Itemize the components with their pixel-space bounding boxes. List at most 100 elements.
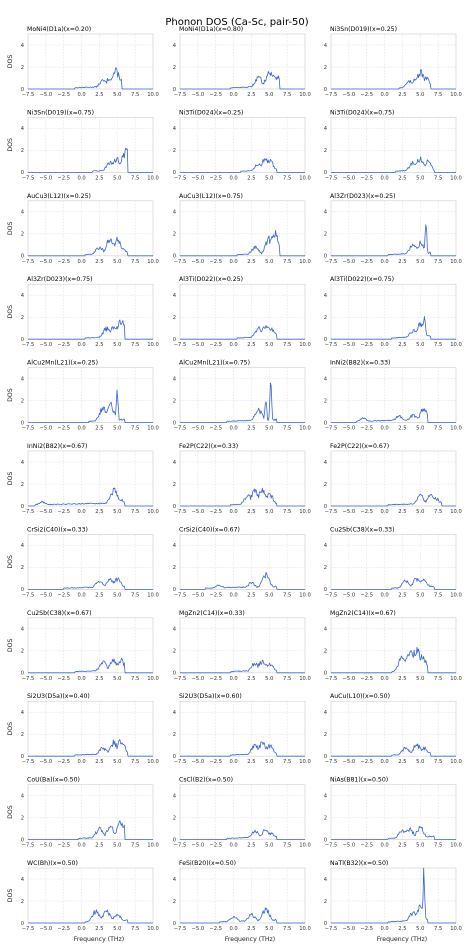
y-tick-label: 2 [21, 148, 24, 154]
x-tick-label: 2.5 [398, 342, 406, 348]
y-axis-label: DOS [7, 805, 14, 819]
x-tick-label: 10.0 [450, 759, 462, 765]
x-tick-label: 2.5 [247, 342, 255, 348]
y-tick-label: 2 [173, 148, 176, 154]
panel-title: AuCu3(L12)(x=0.25) [27, 193, 91, 200]
x-tick-label: −2.5 [57, 843, 70, 849]
x-tick-label: 0.0 [229, 759, 237, 765]
x-tick-label: 7.5 [283, 843, 291, 849]
y-tick-label: 0 [173, 504, 176, 510]
y-axis-label: DOS [7, 638, 14, 652]
plot-frame [330, 617, 457, 674]
plot-frame [330, 117, 457, 173]
x-tick-label: 5.0 [416, 509, 424, 515]
x-axis-label-col-1: Frequency (THz) [74, 936, 124, 943]
y-tick-label: 2 [324, 899, 327, 905]
x-tick-label: 2.5 [398, 175, 406, 181]
x-tick-label: −2.5 [57, 759, 70, 765]
x-tick-label: 0.0 [229, 676, 237, 682]
x-tick-label: −7.5 [174, 509, 187, 515]
y-tick-label: 0 [21, 921, 24, 927]
x-tick-label: 2.5 [247, 676, 255, 682]
dos-line [331, 825, 456, 840]
y-axis-label: DOS [7, 555, 14, 569]
dos-panel: MoNi4(D1a)(x=0.20) −7.5 −5.0 −2.5 0.0 2.5 5.0 7… [7, 26, 159, 98]
y-tick-label: 4 [173, 460, 177, 466]
x-tick-label: 7.5 [434, 92, 442, 98]
x-tick-label: 2.5 [398, 759, 406, 765]
x-tick-label: 2.5 [247, 175, 255, 181]
x-tick-label: −2.5 [360, 676, 373, 682]
x-tick-label: 10.0 [299, 509, 311, 515]
panel-title: Ni3Sn(D019)(x=0.75) [27, 109, 94, 116]
x-tick-label: −7.5 [174, 92, 187, 98]
x-tick-label: 2.5 [398, 509, 406, 515]
x-tick-label: −5.0 [40, 676, 53, 682]
y-tick-label: 4 [324, 793, 328, 799]
x-tick-label: −2.5 [57, 509, 70, 515]
dos-panel: Al3Ti(D022)(x=0.25) −7.5 −5.0 −2.5 0.0 2.5 5.0… [173, 276, 311, 348]
x-tick-label: 10.0 [147, 175, 159, 181]
x-tick-label: 10.0 [450, 676, 462, 682]
dos-line [28, 909, 153, 924]
dos-line [28, 147, 153, 173]
dos-panel: Ni3Sn(D019)(x=0.25) −7.5 −5.0 −2.5 0.0 2.5 5.0… [324, 26, 462, 98]
x-tick-label: 2.5 [95, 676, 103, 682]
x-tick-label: 10.0 [299, 592, 311, 598]
plot-frame [179, 33, 306, 90]
dos-line [180, 325, 305, 340]
x-tick-label: 5.0 [265, 676, 273, 682]
y-tick-label: 0 [173, 921, 176, 927]
dos-panel: Cu2Sb(C38)(x=0.33) −7.5 −5.0 −2.5 0.0 2.5 5.0 7… [324, 526, 462, 598]
plot-frame [179, 700, 306, 757]
y-tick-label: 0 [324, 671, 327, 677]
x-tick-label: 5.0 [113, 92, 121, 98]
y-tick-label: 0 [21, 587, 24, 593]
plot-frame [27, 450, 154, 507]
x-tick-label: 7.5 [131, 592, 139, 598]
y-tick-label: 4 [21, 710, 25, 716]
y-tick-label: 0 [173, 420, 176, 426]
dos-line [180, 158, 305, 173]
dos-panel: Ni3Sn(D019)(x=0.75) −7.5 −5.0 −2.5 0.0 2.5 5.0… [7, 109, 159, 181]
x-tick-label: −2.5 [57, 175, 70, 181]
x-tick-label: −5.0 [192, 676, 205, 682]
x-tick-label: 0.0 [380, 592, 388, 598]
plot-frame [330, 700, 457, 757]
dos-line [331, 224, 456, 257]
x-axis-label-col-3: Frequency (THz) [377, 936, 427, 943]
panel-title: FeSi(B20)(x=0.50) [179, 860, 236, 867]
dos-line [331, 577, 456, 590]
x-tick-label: 5.0 [416, 926, 424, 932]
panel-title: MgZn2(C14)(x=0.33) [179, 610, 245, 617]
x-tick-label: −2.5 [209, 592, 222, 598]
x-tick-label: −7.5 [22, 259, 35, 265]
x-tick-label: −5.0 [343, 92, 356, 98]
x-tick-label: −5.0 [343, 175, 356, 181]
dos-line [331, 156, 456, 173]
y-tick-label: 2 [324, 815, 327, 821]
x-tick-label: 2.5 [247, 843, 255, 849]
plot-frame [330, 367, 457, 423]
panel-title: AuCu3(L12)(x=0.75) [179, 193, 243, 200]
dos-panel: AuCu(L10)(x=0.50) −7.5 −5.0 −2.5 0.0 2.5 5.0 7.… [324, 693, 462, 765]
dos-panel: Ni3Ti(D024)(x=0.25) −7.5 −5.0 −2.5 0.0 2.5 5.0… [173, 109, 311, 181]
y-tick-label: 2 [21, 482, 24, 488]
y-tick-label: 2 [173, 732, 176, 738]
x-tick-label: −2.5 [209, 426, 222, 432]
x-tick-label: 5.0 [416, 92, 424, 98]
dos-line [180, 571, 305, 590]
x-tick-label: 2.5 [398, 926, 406, 932]
x-tick-label: −7.5 [174, 592, 187, 598]
plot-frame [330, 784, 457, 840]
dos-line [28, 236, 153, 257]
x-tick-label: 10.0 [450, 175, 462, 181]
panel-title: Ni3Ti(D024)(x=0.25) [179, 109, 243, 116]
x-tick-label: 5.0 [265, 843, 273, 849]
panel-title: Ni3Sn(D019)(x=0.25) [330, 26, 397, 33]
x-tick-label: 7.5 [434, 175, 442, 181]
x-tick-label: 0.0 [77, 759, 85, 765]
x-tick-label: 7.5 [131, 509, 139, 515]
x-tick-label: −5.0 [343, 676, 356, 682]
x-tick-label: −7.5 [22, 92, 35, 98]
